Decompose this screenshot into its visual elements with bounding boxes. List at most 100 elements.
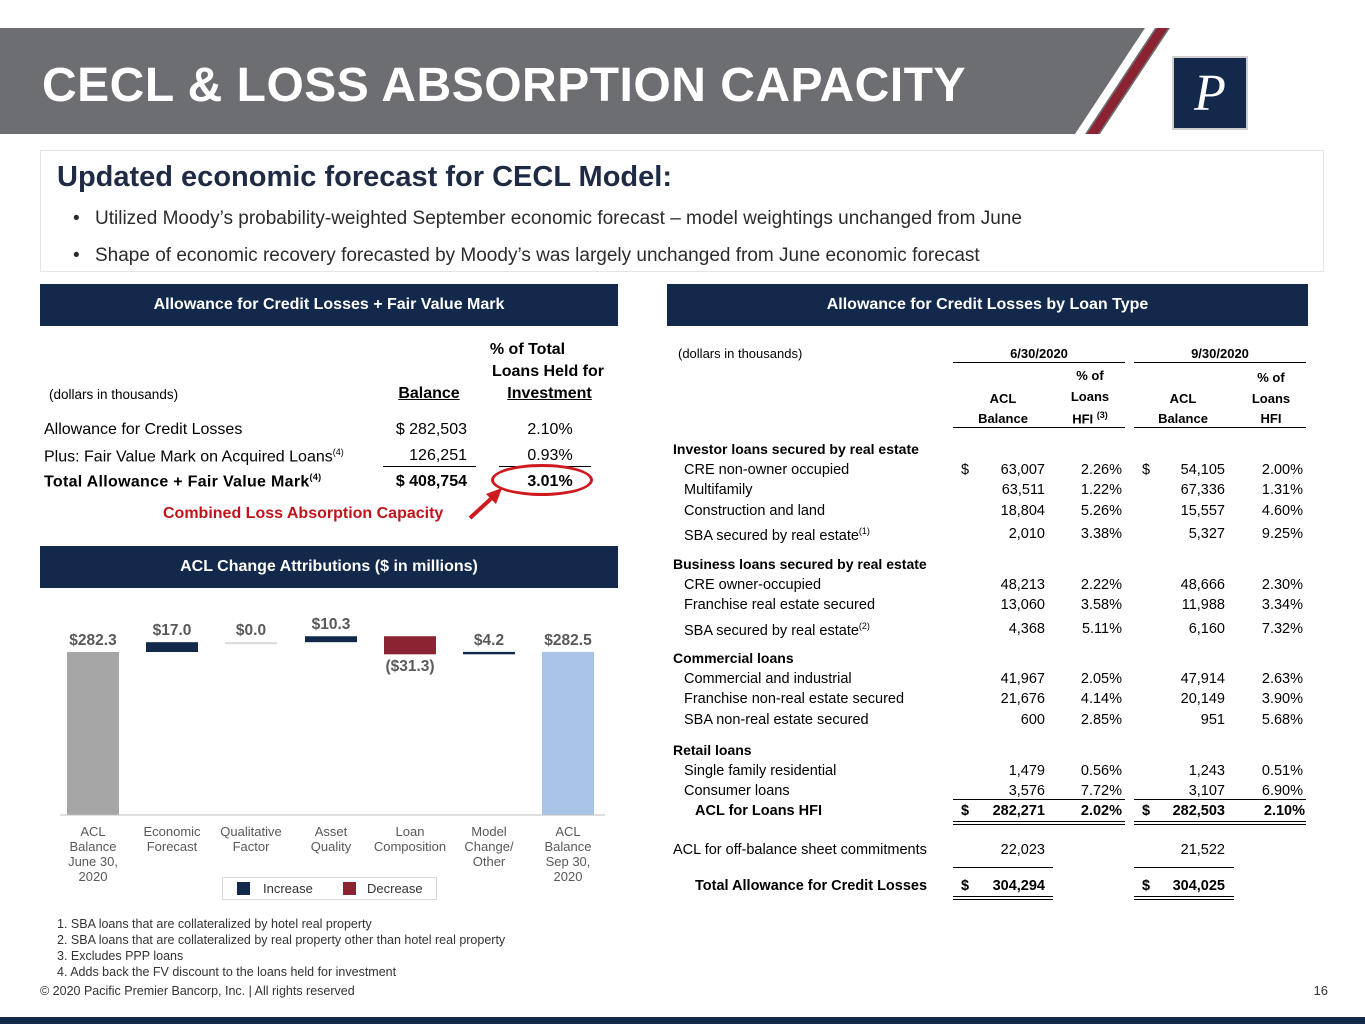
row-balance-total: $ 408,754 — [395, 473, 467, 490]
loan-type-label: Franchise real estate secured — [684, 597, 876, 613]
pct-loans-sep: 4.60% — [1261, 502, 1303, 519]
acl-balance-sep: 15,557 — [1180, 502, 1225, 519]
section-heading: Commercial loans — [673, 650, 794, 666]
divider — [953, 427, 1125, 428]
axis-category-label: ACL Balance June 30, 2020 — [68, 824, 118, 884]
bar-value-label: ($31.3) — [385, 658, 435, 676]
bar-increase — [146, 642, 198, 652]
col-pct-1: % of — [1257, 370, 1285, 385]
bar-value-label: $17.0 — [152, 622, 192, 640]
row-balance-acl: $ 282,503 — [395, 421, 467, 438]
acl-balance-sep: 47,914 — [1180, 670, 1225, 687]
pct-loans-jun: 5.11% — [1081, 620, 1122, 637]
offbal-acl-1: 22,023 — [1000, 842, 1045, 858]
col-pct-1: % of — [1076, 368, 1104, 383]
intro-bullet: • Utilized Moody’s probability-weighted S… — [73, 208, 1022, 229]
row-label-total: Total Allowance + Fair Value Mark(4) — [44, 472, 322, 491]
hfi-total-label: ACL for Loans HFI — [695, 803, 823, 819]
loan-type-label: SBA secured by real estate(2) — [684, 620, 870, 639]
row-label-fv-mark: Plus: Fair Value Mark on Acquired Loans(… — [44, 447, 344, 466]
col-pct-2: Loans — [1070, 389, 1110, 404]
legend-decrease-label: Decrease — [367, 881, 423, 896]
axis-category-label: Economic Forecast — [143, 824, 201, 854]
waterfall-labels: $282.3 $17.0 $0.0 $10.3 ($31.3) $4.2 $282.5 — [40, 595, 620, 820]
pct-loans-sep: 3.34% — [1261, 597, 1303, 613]
bar-value-label: $0.0 — [235, 622, 267, 640]
footnote: 1. SBA loans that are collateralized by … — [57, 917, 372, 931]
col-acl-1: ACL — [989, 391, 1017, 406]
col-pct-header-2: Loans Held for — [491, 363, 604, 380]
col-pct-header-1: % of Total — [489, 341, 566, 358]
hfi-total-acl-2: 282,503 — [1172, 803, 1225, 819]
pct-loans-sep: 7.32% — [1261, 620, 1303, 637]
divider — [953, 821, 1125, 822]
acl-balance-jun: 1,479 — [1008, 762, 1045, 779]
pct-loans-jun: 3.38% — [1080, 526, 1122, 542]
chart-legend: Increase Decrease — [222, 877, 437, 900]
acl-balance-jun: 4,368 — [1008, 620, 1045, 637]
legend-increase-swatch — [237, 882, 250, 895]
acl-balance-jun: 63,511 — [1001, 482, 1045, 498]
callout-text: Combined Loss Absorption Capacity — [163, 505, 444, 522]
offbal-label: ACL for off-balance sheet commitments — [673, 842, 927, 858]
divider — [1134, 799, 1306, 800]
pct-loans-sep: 3.90% — [1261, 691, 1303, 707]
col-acl-2: Balance — [1158, 411, 1208, 426]
col-balance-header: Balance — [398, 385, 460, 402]
bar-decrease — [384, 636, 436, 655]
pct-loans-jun: 3.58% — [1080, 597, 1122, 613]
grand-total-dollar-2: $ — [1142, 878, 1151, 894]
section-heading: Retail loans — [673, 742, 752, 758]
pct-loans-jun: 1.22% — [1080, 482, 1122, 498]
footer-band — [0, 1017, 1365, 1024]
pct-loans-sep: 2.30% — [1261, 576, 1303, 593]
bar-total — [67, 652, 119, 815]
left-units-label: (dollars in thousands) — [49, 387, 179, 402]
logo-icon — [1172, 56, 1248, 130]
pct-loans-jun: 2.85% — [1080, 711, 1122, 728]
hfi-total-pct-2: 2.10% — [1263, 803, 1305, 819]
acl-balance-jun: 2,010 — [1008, 526, 1045, 542]
pct-loans-sep: 9.25% — [1261, 526, 1303, 542]
grand-total-label: Total Allowance for Credit Losses — [695, 878, 928, 894]
offbal-acl-2: 21,522 — [1180, 842, 1225, 858]
bullet-icon: • — [73, 245, 80, 266]
dollar-sign: $ — [961, 461, 970, 478]
divider — [1134, 896, 1234, 897]
loan-type-label: Consumer loans — [684, 783, 790, 799]
footnote: 4. Adds back the FV discount to the loan… — [57, 965, 397, 979]
pct-loans-sep: 2.00% — [1261, 461, 1303, 478]
acl-balance-sep: 11,988 — [1181, 597, 1225, 613]
row-balance-fv-mark: 126,251 — [409, 447, 467, 464]
loan-type-label: Construction and land — [684, 502, 826, 519]
waterfall-chart — [60, 636, 605, 816]
row-pct-fv-mark: 0.93% — [527, 447, 573, 464]
loan-type-label: Commercial and industrial — [684, 670, 852, 687]
logo-stripes: P — [1075, 28, 1365, 134]
pct-loans-sep: 2.63% — [1261, 670, 1303, 687]
col-acl-2: Balance — [978, 411, 1028, 426]
divider — [1134, 824, 1306, 825]
footnote: 3. Excludes PPP loans — [57, 949, 184, 963]
divider — [1134, 821, 1306, 822]
loan-type-label: Multifamily — [684, 482, 753, 498]
divider — [953, 899, 1053, 900]
right-panel-title: Allowance for Credit Losses by Loan Type — [667, 284, 1308, 326]
hfi-total-acl-1: 282,271 — [992, 803, 1045, 819]
acl-balance-sep: 67,336 — [1180, 482, 1225, 498]
divider — [953, 362, 1125, 363]
bar-increase — [463, 651, 515, 655]
legend-increase-label: Increase — [263, 881, 313, 896]
loan-type-label: CRE owner-occupied — [684, 576, 822, 593]
loan-type-label: Franchise non-real estate secured — [684, 691, 905, 707]
pct-loans-sep: 6.90% — [1261, 783, 1303, 799]
axis-category-label: Qualitative Factor — [220, 824, 282, 854]
axis-category-label: Model Change/Other — [464, 824, 514, 869]
pct-loans-jun: 2.26% — [1080, 461, 1122, 478]
row-pct-acl: 2.10% — [527, 421, 573, 438]
left-panel-title: Allowance for Credit Losses + Fair Value… — [40, 284, 618, 326]
loan-type-label: SBA non-real estate secured — [684, 711, 869, 728]
pct-loans-sep: 0.51% — [1261, 762, 1303, 779]
divider — [1134, 899, 1234, 900]
bar-value-label: $282.3 — [69, 632, 117, 649]
